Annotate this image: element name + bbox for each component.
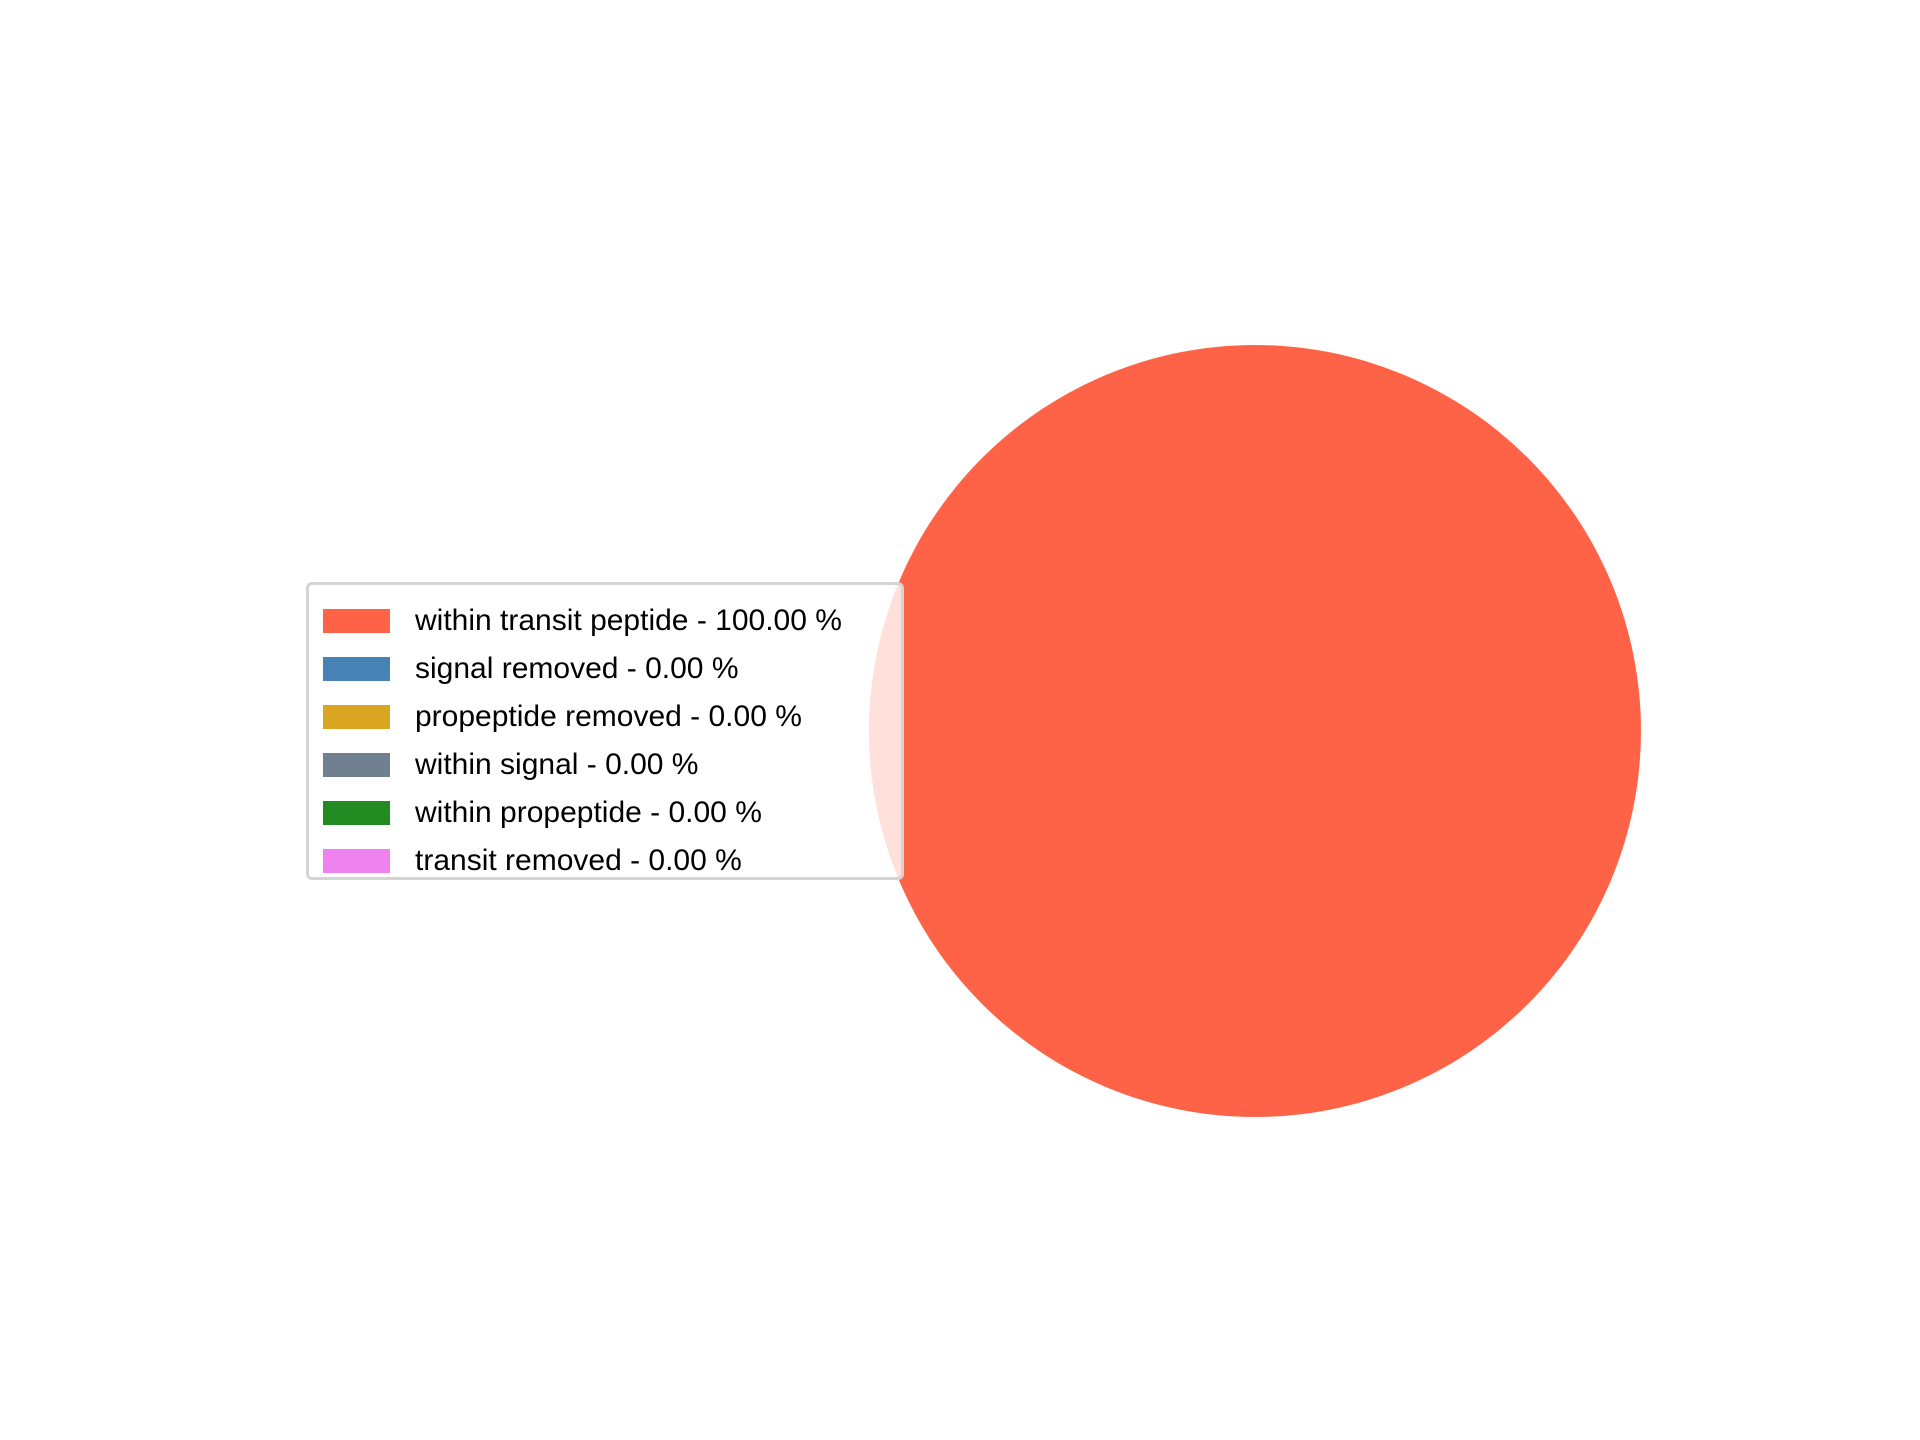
legend-label-transit-removed: transit removed - 0.00 % <box>415 844 742 877</box>
legend-label-propeptide-removed: propeptide removed - 0.00 % <box>415 700 802 733</box>
legend-label-signal-removed: signal removed - 0.00 % <box>415 652 739 685</box>
legend-item-within-transit-peptide: within transit peptide - 100.00 % <box>309 597 901 645</box>
legend-label-within-signal: within signal - 0.00 % <box>415 748 699 781</box>
chart-legend: within transit peptide - 100.00 % signal… <box>306 582 904 880</box>
legend-swatch-transit-removed <box>323 849 390 873</box>
legend-swatch-within-propeptide <box>323 801 390 825</box>
legend-label-within-propeptide: within propeptide - 0.00 % <box>415 796 762 829</box>
legend-item-transit-removed: transit removed - 0.00 % <box>309 837 901 885</box>
legend-swatch-within-transit-peptide <box>323 609 390 633</box>
legend-swatch-propeptide-removed <box>323 705 390 729</box>
legend-swatch-within-signal <box>323 753 390 777</box>
legend-item-signal-removed: signal removed - 0.00 % <box>309 645 901 693</box>
legend-item-propeptide-removed: propeptide removed - 0.00 % <box>309 693 901 741</box>
legend-item-within-propeptide: within propeptide - 0.00 % <box>309 789 901 837</box>
legend-label-within-transit-peptide: within transit peptide - 100.00 % <box>415 604 842 637</box>
pie-slice-within-transit-peptide <box>869 345 1641 1117</box>
legend-swatch-signal-removed <box>323 657 390 681</box>
legend-item-within-signal: within signal - 0.00 % <box>309 741 901 789</box>
